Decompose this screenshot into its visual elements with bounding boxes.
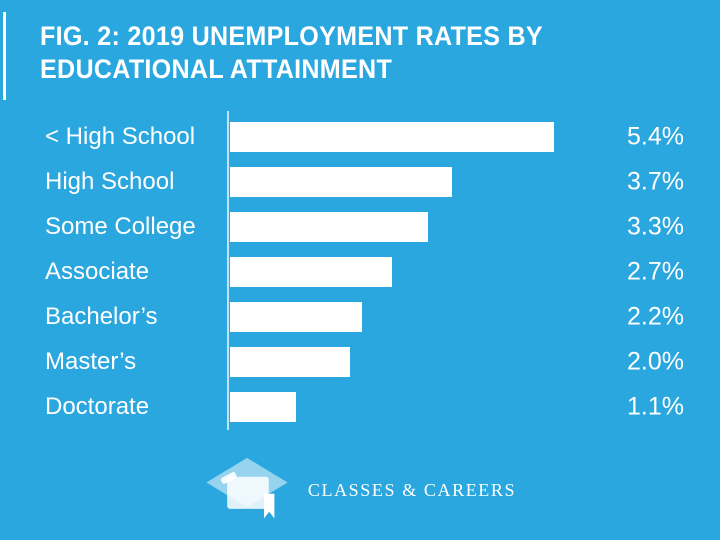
category-label: Associate <box>45 258 150 285</box>
value-label: 2.0% <box>627 347 684 376</box>
category-label: Master’s <box>45 348 137 375</box>
value-label: 2.2% <box>627 302 684 331</box>
bar <box>230 392 296 422</box>
bar-row: Doctorate 1.1% <box>0 392 720 422</box>
value-label: 1.1% <box>627 392 684 421</box>
bar <box>230 122 554 152</box>
category-label: < High School <box>45 123 196 150</box>
figure-title-line-2: EDUCATIONAL ATTAINMENT <box>40 54 393 84</box>
value-label: 3.3% <box>627 212 684 241</box>
bar <box>230 167 452 197</box>
bar-row: Bachelor’s 2.2% <box>0 302 720 332</box>
category-label: Some College <box>45 213 196 240</box>
bar <box>230 212 428 242</box>
brand-name: CLASSES & CAREERS <box>307 479 517 500</box>
value-label: 2.7% <box>627 257 684 286</box>
bar <box>230 257 392 287</box>
value-label: 5.4% <box>627 122 684 151</box>
graduation-cap-icon <box>206 457 288 519</box>
bar <box>230 347 350 377</box>
figure-title-line-1: FIG. 2: 2019 UNEMPLOYMENT RATES BY <box>40 21 543 51</box>
bar-row: < High School 5.4% <box>0 122 720 152</box>
bar-rows: < High School 5.4% High School 3.7% Some Col… <box>0 122 720 437</box>
bar-row: Some College 3.3% <box>0 212 720 242</box>
bar-row: Associate 2.7% <box>0 257 720 287</box>
bar-row: High School 3.7% <box>0 167 720 197</box>
bar-row: Master’s 2.0% <box>0 347 720 377</box>
category-label: Bachelor’s <box>45 303 158 330</box>
left-accent-line <box>3 12 6 100</box>
y-axis-line <box>227 111 229 430</box>
category-label: High School <box>45 168 175 195</box>
bar <box>230 302 362 332</box>
category-label: Doctorate <box>45 393 150 420</box>
brand-logo: CLASSES & CAREERS <box>0 452 720 528</box>
value-label: 3.7% <box>627 167 684 196</box>
figure-title: FIG. 2: 2019 UNEMPLOYMENT RATES BY EDUCA… <box>40 20 543 86</box>
